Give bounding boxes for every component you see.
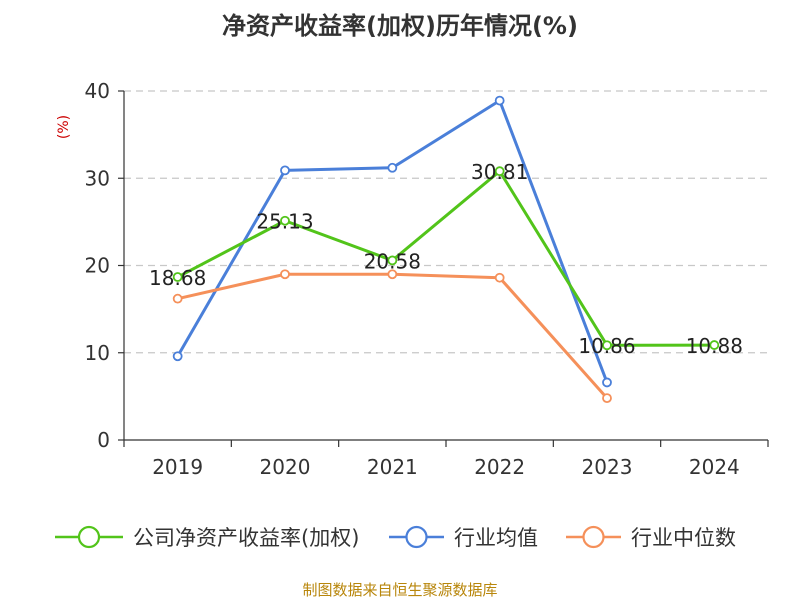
data-point (280, 165, 290, 176)
data-point (387, 162, 398, 173)
data-label: 10.88 (686, 334, 743, 358)
x-tick-label: 2022 (474, 455, 525, 479)
y-axis-label: (%) (56, 115, 72, 139)
legend-label: 行业中位数 (631, 526, 736, 550)
data-point (602, 393, 612, 404)
x-tick-label: 2019 (152, 455, 203, 479)
data-point (172, 272, 183, 282)
x-tick-label: 2023 (582, 455, 633, 479)
x-tick-label: 2021 (367, 455, 418, 479)
x-tick-label: 2024 (689, 455, 740, 479)
y-tick-label: 10 (85, 341, 110, 365)
data-point (280, 215, 290, 226)
data-point (494, 272, 505, 283)
source-note: 制图数据来自恒生聚源数据库 (302, 581, 497, 599)
legend-swatch-marker (77, 525, 101, 549)
data-point (602, 340, 612, 351)
y-tick-label: 20 (85, 254, 110, 278)
data-point (387, 269, 398, 280)
y-tick-label: 40 (85, 79, 110, 103)
data-point (709, 340, 720, 350)
data-label: 18.68 (149, 266, 206, 290)
data-point (280, 269, 290, 280)
series-line (176, 169, 715, 347)
data-label: 30.81 (471, 160, 528, 184)
x-tick-label: 2020 (260, 455, 311, 479)
data-label: 25.13 (256, 210, 313, 234)
legend-label: 行业均值 (454, 526, 538, 550)
legend-label: 公司净资产收益率(加权) (133, 526, 359, 550)
chart-title: 净资产收益率(加权)历年情况(%) (222, 12, 578, 40)
data-label: 10.86 (578, 334, 635, 358)
y-tick-label: 30 (85, 166, 110, 190)
data-point (172, 351, 183, 362)
legend-swatch-marker (405, 525, 428, 549)
data-point (494, 166, 505, 177)
y-tick-label: 0 (97, 428, 110, 452)
data-point (602, 377, 612, 388)
legend-swatch-marker (582, 525, 605, 549)
series-line (177, 272, 609, 400)
data-label: 20.58 (364, 249, 421, 273)
data-point (494, 95, 505, 106)
data-point (172, 293, 183, 304)
data-point (387, 255, 398, 266)
